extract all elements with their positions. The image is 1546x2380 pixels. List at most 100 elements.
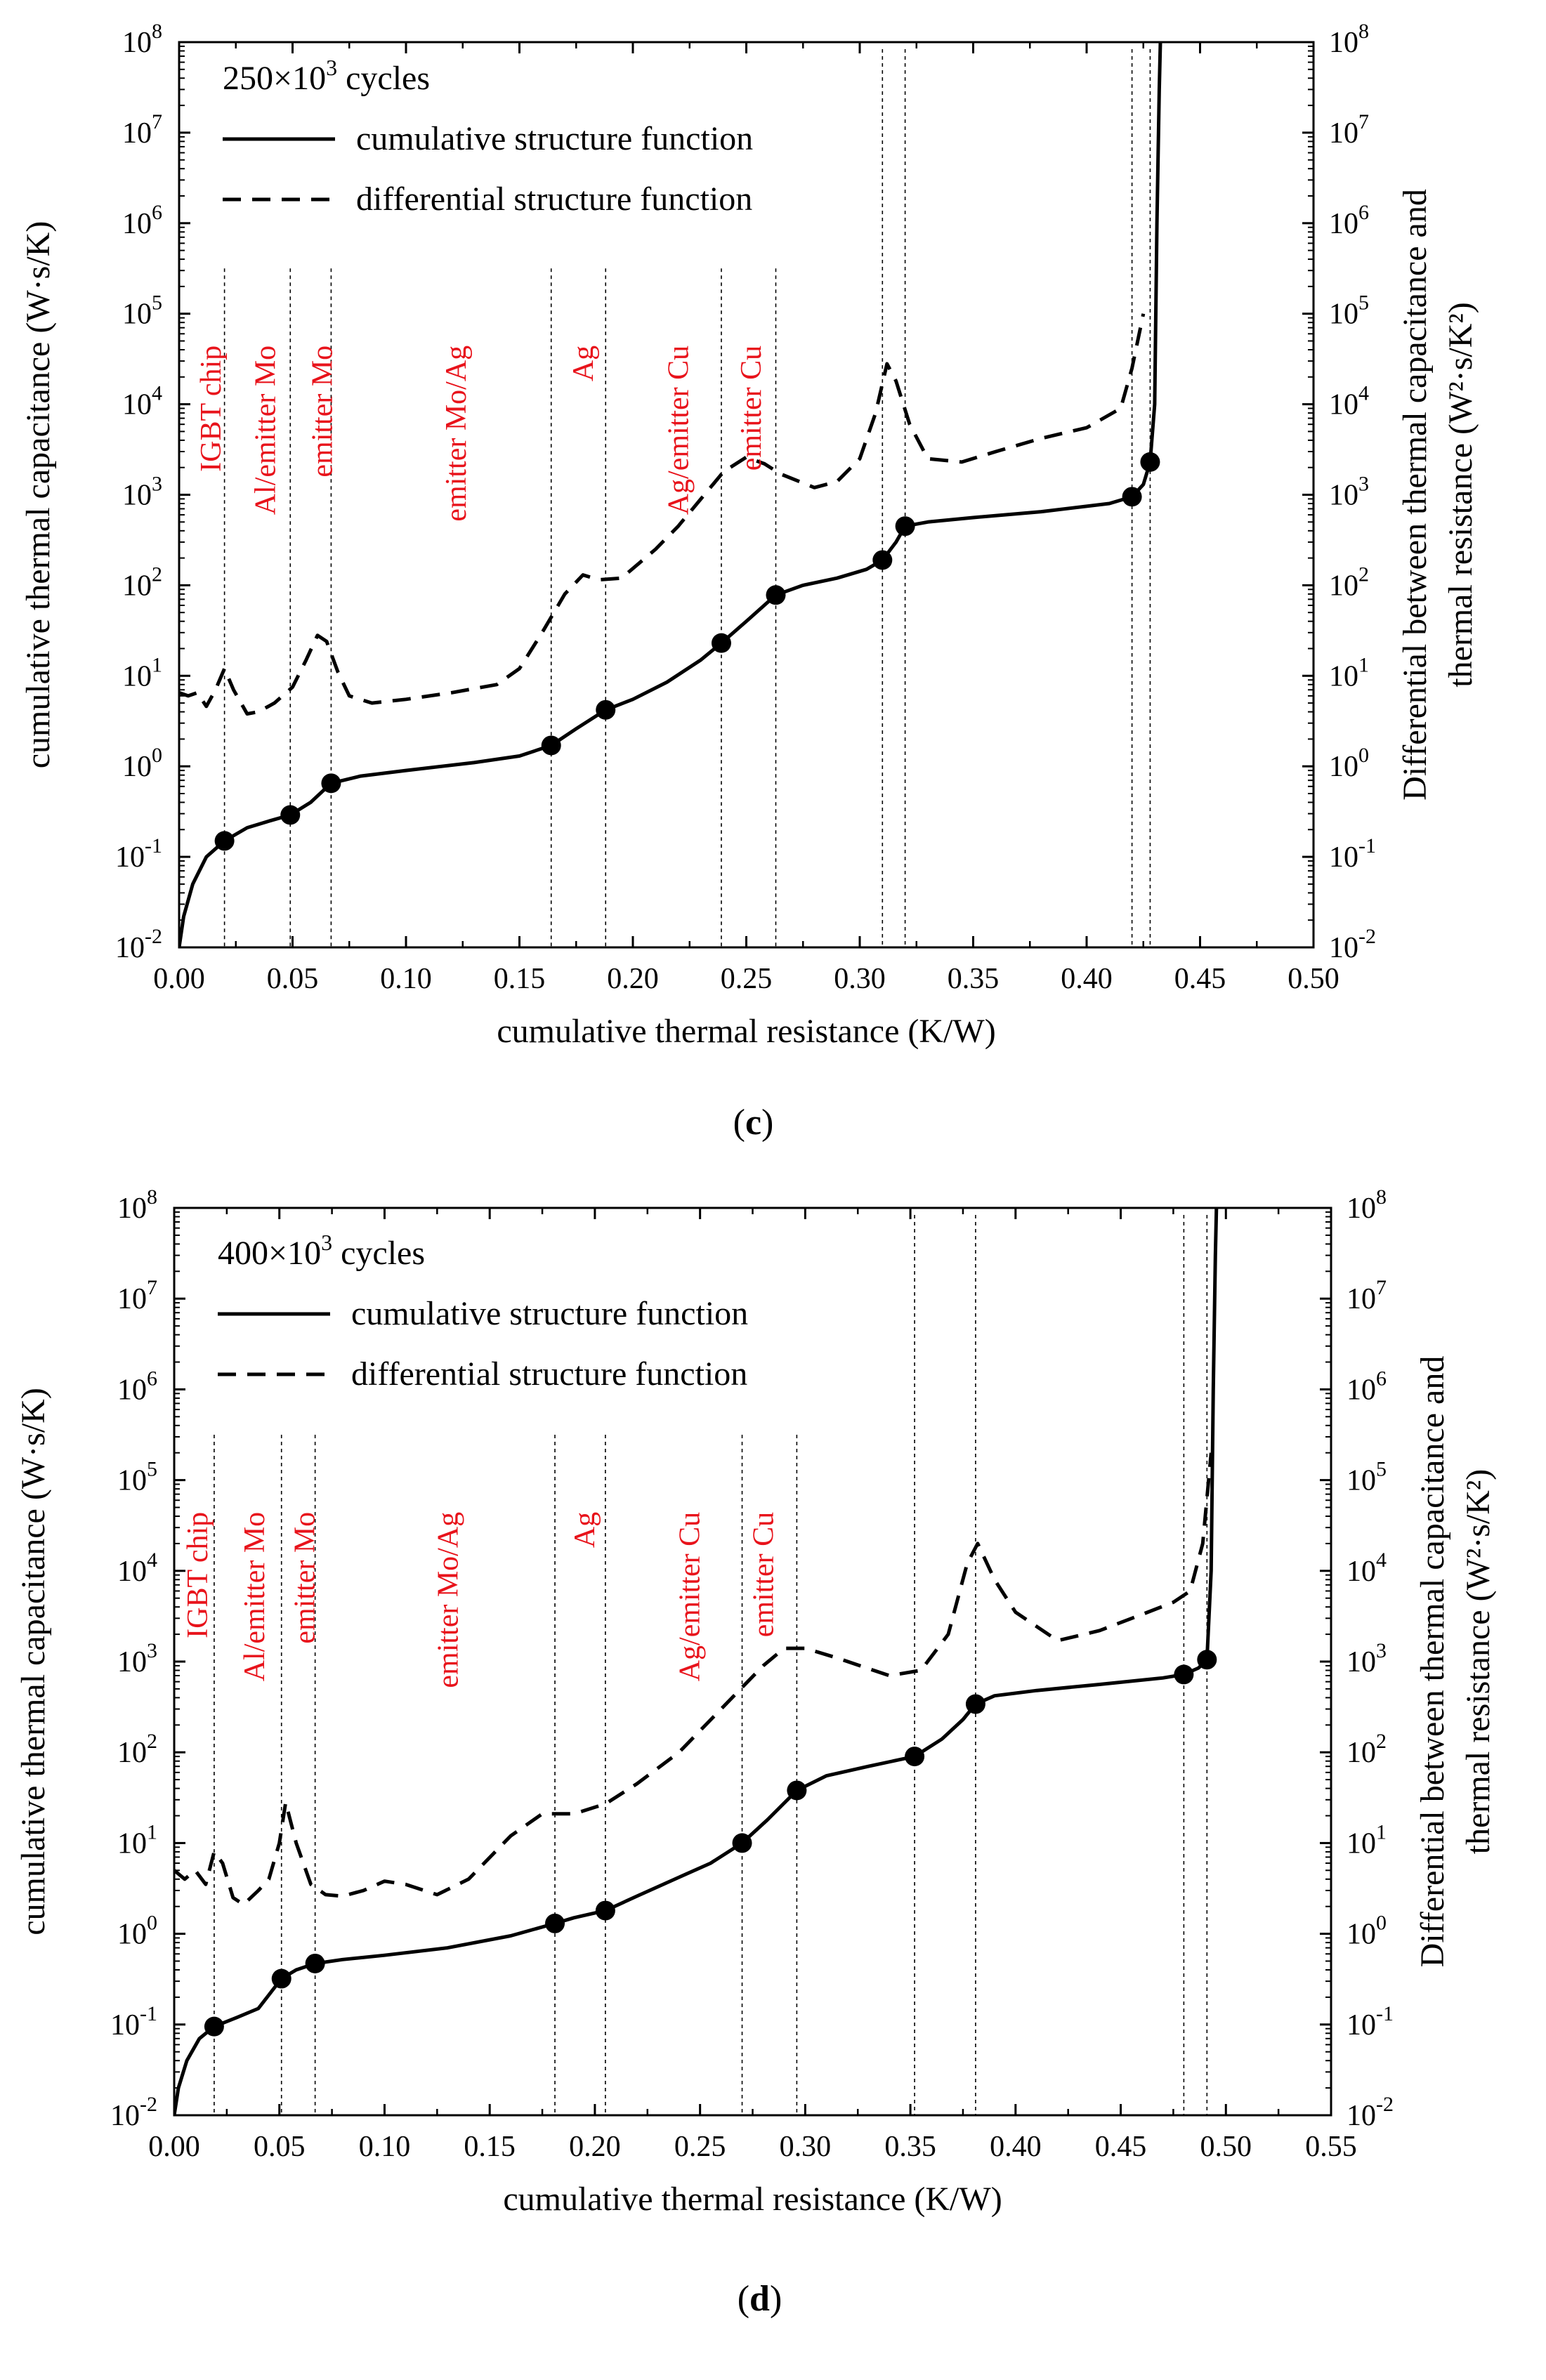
panel-tag-close: )	[770, 2279, 782, 2319]
y-tick-base: 10	[1347, 1283, 1376, 1315]
legend-cumulative-label: cumulative structure function	[351, 1295, 748, 1332]
y-tick-base: 10	[1329, 298, 1358, 331]
y-tick-base: 10	[1329, 208, 1358, 240]
y-tick-label-right: 103	[1347, 1639, 1387, 1678]
y-tick-label-right: 100	[1329, 744, 1369, 783]
y-tick-exponent: -2	[145, 925, 162, 948]
data-point-marker	[787, 1780, 807, 1801]
y-tick-label: 108	[117, 1185, 157, 1225]
legend-differential-label: differential structure function	[351, 1355, 747, 1393]
y-tick-label-right: 106	[1329, 201, 1369, 240]
y-tick-base: 10	[1347, 2100, 1376, 2132]
x-tick-label: 0.15	[494, 963, 546, 995]
legend-title-base: 250×10	[223, 60, 326, 97]
data-point-marker	[204, 2016, 224, 2037]
y-tick-label-right: 101	[1329, 653, 1369, 692]
panel-tag-open: (	[738, 2279, 749, 2319]
x-axis-title: cumulative thermal resistance (K/W)	[503, 2181, 1002, 2218]
y-tick-base: 10	[1329, 570, 1358, 602]
region-label: Al/emitter Mo	[250, 346, 282, 515]
data-point-marker	[1122, 487, 1142, 507]
y-tick-label: 104	[122, 382, 162, 421]
y-tick-label-right: 108	[1329, 20, 1369, 59]
region-label: emitter Cu	[735, 346, 768, 471]
x-tick-label: 0.20	[607, 963, 659, 995]
y-tick-exponent: 6	[1358, 201, 1369, 224]
y-tick-exponent: 4	[147, 1549, 157, 1572]
panel-tag-close: )	[761, 1103, 773, 1143]
y-tick-exponent: 1	[1376, 1820, 1387, 1843]
y-tick-base: 10	[1347, 1374, 1376, 1406]
x-tick-label: 0.40	[1061, 963, 1113, 995]
region-label: emitter Mo	[306, 346, 339, 478]
y-tick-label-right: 108	[1347, 1185, 1387, 1225]
region-label: Ag/emitter Cu	[674, 1512, 707, 1681]
right-y-axis-title-line1: Differential between thermal capacitance…	[1414, 1356, 1451, 1968]
region-label: Ag/emitter Cu	[663, 346, 695, 515]
y-tick-base: 10	[1347, 1646, 1376, 1678]
y-tick-exponent: -1	[1376, 2002, 1394, 2025]
region-label: emitter Mo	[289, 1512, 322, 1644]
y-tick-exponent: 1	[1358, 653, 1369, 676]
x-tick-label: 0.30	[780, 2131, 832, 2163]
y-tick-exponent: 4	[1358, 382, 1369, 405]
y-tick-label-right: 10-2	[1347, 2093, 1394, 2132]
y-tick-base: 10	[122, 117, 152, 150]
y-tick-base: 10	[117, 1283, 147, 1315]
y-tick-base: 10	[117, 1827, 147, 1860]
y-tick-label-right: 104	[1347, 1549, 1387, 1588]
x-tick-label: 0.30	[834, 963, 886, 995]
legend-title-suffix: cycles	[332, 1235, 425, 1272]
y-tick-label: 10-2	[115, 925, 162, 964]
y-tick-exponent: 3	[152, 473, 162, 496]
data-point-marker	[541, 735, 561, 756]
data-point-marker	[732, 1833, 752, 1853]
y-tick-label-right: 107	[1347, 1276, 1387, 1315]
y-tick-exponent: -1	[140, 2002, 157, 2025]
data-point-marker	[905, 1747, 925, 1767]
y-tick-exponent: 4	[152, 382, 162, 405]
x-tick-label: 0.40	[990, 2131, 1042, 2163]
data-point-marker	[595, 1900, 615, 1921]
y-tick-exponent: 0	[1376, 1912, 1387, 1935]
y-tick-exponent: 2	[147, 1730, 157, 1753]
data-point-marker	[711, 633, 731, 653]
y-tick-label-right: 102	[1329, 563, 1369, 602]
x-tick-label: 0.55	[1305, 2131, 1357, 2163]
y-tick-exponent: 5	[1376, 1458, 1387, 1481]
y-tick-base: 10	[117, 1556, 147, 1588]
y-tick-exponent: 1	[147, 1820, 157, 1843]
y-tick-label: 106	[122, 201, 162, 240]
data-point-marker	[895, 516, 915, 537]
region-label: IGBT chip	[182, 1512, 214, 1638]
y-tick-base: 10	[122, 208, 152, 240]
region-label: Ag	[568, 346, 600, 381]
x-tick-label: 0.05	[267, 963, 319, 995]
y-tick-label: 100	[122, 744, 162, 783]
y-tick-exponent: 8	[147, 1185, 157, 1209]
y-tick-base: 10	[1347, 1827, 1376, 1860]
x-tick-label: 0.00	[148, 2131, 200, 2163]
y-tick-label: 105	[122, 291, 162, 331]
y-tick-label: 102	[117, 1730, 157, 1769]
right-y-axis-title-line2: thermal resistance (W²·s/K²)	[1460, 1469, 1497, 1855]
cumulative-structure-function-line	[179, 42, 1162, 947]
y-tick-exponent: -1	[145, 834, 162, 857]
y-tick-base: 10	[1329, 751, 1358, 783]
y-tick-label: 107	[117, 1276, 157, 1315]
y-tick-label-right: 10-2	[1329, 925, 1376, 964]
y-tick-base: 10	[1347, 1737, 1376, 1769]
y-tick-exponent: 3	[1358, 473, 1369, 496]
legend-title: 250×103 cycles	[223, 55, 430, 97]
y-tick-base: 10	[1329, 932, 1358, 964]
x-tick-label: 0.50	[1200, 2131, 1252, 2163]
y-tick-label: 105	[117, 1458, 157, 1497]
y-tick-label: 101	[122, 653, 162, 692]
data-point-marker	[965, 1694, 985, 1714]
y-tick-base: 10	[1347, 1919, 1376, 1951]
y-tick-base: 10	[117, 1374, 147, 1406]
x-tick-label: 0.25	[721, 963, 773, 995]
x-tick-label: 0.10	[359, 2131, 411, 2163]
cumulative-structure-function-line	[174, 1208, 1219, 2115]
